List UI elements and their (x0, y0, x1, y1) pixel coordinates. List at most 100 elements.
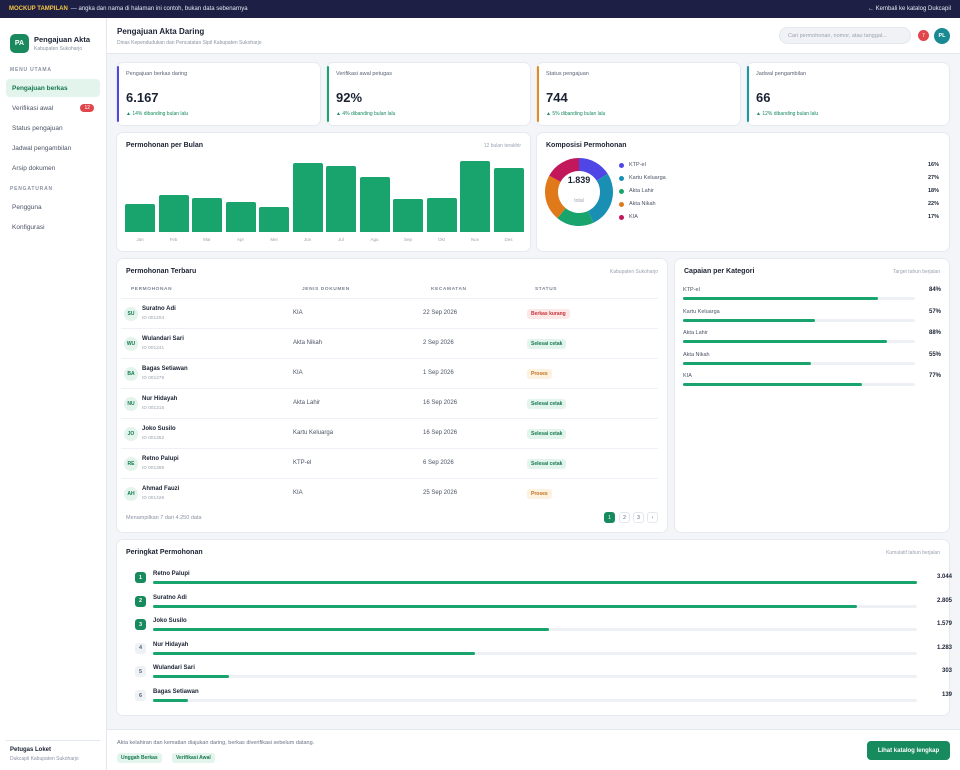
achievement-row: Akta Lahir 88% (683, 330, 941, 350)
status-badge: Proses (527, 369, 552, 379)
stat-delta: ▲ 5% dibanding bulan lalu (546, 111, 606, 117)
sidebar-item-label: Verifikasi awal (12, 104, 54, 112)
ranking-value: 1.579 (936, 621, 952, 628)
rank-number: 6 (135, 690, 146, 701)
next-page-button[interactable]: › (647, 512, 658, 523)
monthly-chart-card: Permohonan per Bulan 12 bulan terakhir J… (117, 133, 530, 251)
ranking-value: 3.044 (936, 574, 952, 580)
month-label: Agu (370, 237, 379, 242)
ranking-track (153, 699, 917, 702)
table-summary: Menampilkan 7 dari 4.250 data (126, 515, 202, 521)
page-1-button[interactable]: 1 (604, 512, 615, 523)
sidebar-item-pengguna[interactable]: Pengguna (6, 198, 100, 216)
table-row[interactable]: WU Wulandari Sari ID 001241 Akta Nikah 2 Sep… (121, 328, 658, 358)
ranking-value: 139 (941, 692, 952, 698)
request-date: 2 Sep 2026 (423, 340, 454, 346)
sidebar-item-verifikasi-awal[interactable]: Verifikasi awal 12 (6, 99, 100, 117)
ranking-row: 6 Bagas Setiawan 139 (135, 689, 952, 709)
ranking-row: 2 Suratno Adi 2.805 (135, 595, 952, 615)
month-label: Jan (136, 237, 144, 242)
ranking-value: 303 (941, 668, 952, 675)
ranking-row: 3 Joko Susilo 1.579 (135, 618, 952, 638)
composition-total: 1.839 (567, 175, 591, 185)
legend-label: Akta Nikah (629, 201, 656, 207)
sidebar-item-label: Pengguna (12, 203, 42, 211)
page-3-button[interactable]: 3 (633, 512, 644, 523)
composition-total-label: total (574, 198, 584, 204)
sidebar-item-label: Pengajuan berkas (12, 84, 68, 92)
table-row[interactable]: BA Bagas Setiawan ID 001278 KIA 1 Sep 2026 Pr… (121, 358, 658, 388)
month-label: Feb (169, 237, 178, 242)
achievement-row: Akta Nikah 55% (683, 352, 941, 372)
column-header: KECAMATAN (431, 287, 467, 292)
sidebar: PA Pengajuan Akta Kabupaten Sukoharjo ME… (0, 18, 107, 770)
back-to-catalog-link[interactable]: ← Kembali ke katalog Dukcapil (867, 6, 951, 12)
ranking-name: Bagas Setiawan (153, 689, 199, 695)
stat-label: Pengajuan berkas daring (126, 71, 188, 77)
page-subtitle: Dinas Kependudukan dan Pencatatan Sipil … (117, 40, 262, 46)
month-label: Nov (470, 237, 479, 242)
stat-card-verifikasi: Verifikasi awal petugas 92% ▲ 4% dibandi… (327, 63, 530, 125)
chip-unggah-berkas[interactable]: Unggah Berkas (117, 753, 162, 763)
rank-number: 4 (135, 642, 146, 654)
ranking-track (153, 581, 917, 584)
table-row[interactable]: NU Nur Hidayah ID 001315 Akta Lahir 16 Sep 2… (121, 388, 658, 418)
avatar-initials: JO (124, 427, 138, 441)
legend-percent: 18% (927, 188, 939, 194)
sidebar-footer: Petugas Loket Dukcapil Kabupaten Sukohar… (6, 740, 100, 762)
ranking-track (153, 675, 917, 679)
requester-name: Suratno Adi (142, 306, 176, 312)
bar-sep (393, 198, 423, 232)
chip-verifikasi-awal[interactable]: Verifikasi Awal (172, 753, 215, 763)
notification-badge[interactable]: 7 (918, 30, 929, 41)
sidebar-item-arsip-dokumen[interactable]: Arsip dokumen (6, 159, 100, 177)
table-row[interactable]: JO Joko Susilo ID 001352 Kartu Keluarga 16 S… (121, 418, 658, 448)
ranking-period: Kumulatif tahun berjalan (886, 550, 940, 556)
view-catalog-button[interactable]: Lihat katalog lengkap (867, 741, 950, 760)
ranking-row: 4 Nur Hidayah 1.283 (135, 642, 952, 662)
sidebar-item-label: Konfigurasi (12, 223, 45, 231)
avatar-initials: NU (124, 397, 138, 411)
table-row[interactable]: AH Ahmad Fauzi ID 001426 KIA 25 Sep 2026 Pros… (121, 478, 658, 508)
request-id: ID 001426 (142, 496, 165, 501)
bar-okt (426, 198, 457, 232)
legend-percent: 17% (927, 214, 939, 220)
sidebar-item-jadwal-pengambilan[interactable]: Jadwal pengambilan (6, 139, 100, 157)
ranking-track (153, 628, 917, 632)
page-2-button[interactable]: 2 (619, 512, 630, 523)
legend-dot (619, 214, 624, 220)
stat-label: Status pengajuan (546, 71, 589, 77)
achievement-track (683, 297, 915, 300)
table-row[interactable]: RE Retno Palupi ID 001389 KTP-el 6 Sep 2026 S… (121, 448, 658, 478)
sidebar-item-status-pengajuan[interactable]: Status pengajuan (6, 119, 100, 137)
stat-card-status: Status pengajuan 744 ▲ 5% dibanding bula… (537, 63, 740, 125)
request-date: 25 Sep 2026 (423, 490, 458, 496)
search-input[interactable]: Cari permohonan, nomor, atau tanggal... (779, 27, 911, 44)
ranking-value: 1.283 (936, 644, 952, 651)
avatar-initials: SU (124, 307, 138, 321)
legend-percent: 16% (927, 162, 939, 168)
status-badge: Selesai cetak (527, 429, 567, 439)
request-date: 16 Sep 2026 (423, 400, 458, 406)
avatar-initials: RE (124, 457, 138, 471)
section-title-main: MENU UTAMA (10, 67, 52, 73)
stat-value: 66 (756, 90, 771, 105)
legend-dot (619, 188, 624, 194)
user-avatar[interactable]: PL (934, 28, 950, 44)
sidebar-item-label: Status pengajuan (12, 124, 63, 132)
document-type: KIA (293, 370, 303, 376)
legend-dot (619, 162, 624, 168)
sidebar-item-pengajuan-berkas[interactable]: Pengajuan berkas (6, 79, 100, 97)
status-badge: Selesai cetak (527, 399, 567, 409)
avatar-initials: BA (124, 367, 138, 381)
page-header: Pengajuan Akta Daring Dinas Kependudukan… (107, 18, 960, 54)
month-label: Des (504, 237, 513, 242)
sidebar-item-konfigurasi[interactable]: Konfigurasi (6, 218, 100, 236)
table-row[interactable]: SU Suratno Adi ID 001204 KIA 22 Sep 2026 Berk… (121, 298, 658, 328)
achievement-row: KIA 77% (683, 373, 941, 393)
rank-number: 1 (135, 572, 146, 583)
bar-des (493, 167, 524, 232)
legend-percent: 22% (927, 201, 939, 207)
app-logo: PA (10, 34, 29, 53)
legend-dot (619, 175, 624, 181)
